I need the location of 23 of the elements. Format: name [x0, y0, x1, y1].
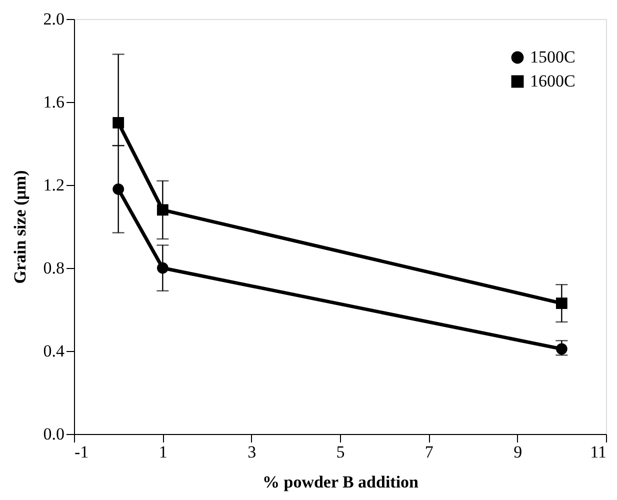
point [112, 117, 124, 128]
x-tick-label: 1 [158, 442, 168, 462]
x-tick-label: 11 [590, 442, 606, 462]
point [556, 343, 568, 355]
x-tick-label: 9 [514, 442, 522, 462]
x-axis-title: % powder B addition [262, 472, 420, 492]
y-tick-label: 0.4 [43, 342, 65, 360]
point [156, 204, 168, 216]
y-tick-label: 1.6 [43, 92, 64, 112]
x-tick-label: 5 [336, 442, 345, 462]
y-tick-label: 0.0 [43, 424, 64, 444]
point [156, 262, 168, 274]
legend-label: 1600C [530, 72, 576, 90]
x-tick-label: 3 [248, 442, 256, 462]
x-tick-label: 7 [424, 442, 434, 462]
point [556, 298, 568, 309]
y-tick-label: 0.8 [43, 258, 64, 278]
x-tick-label: -1 [74, 442, 89, 462]
point [112, 183, 124, 195]
legend-label: 1500C [530, 48, 576, 66]
y-tick-label: 2.0 [43, 10, 64, 28]
y-tick-label: 1.2 [43, 176, 64, 194]
y-axis-title: Grain size (μm) [10, 170, 30, 284]
